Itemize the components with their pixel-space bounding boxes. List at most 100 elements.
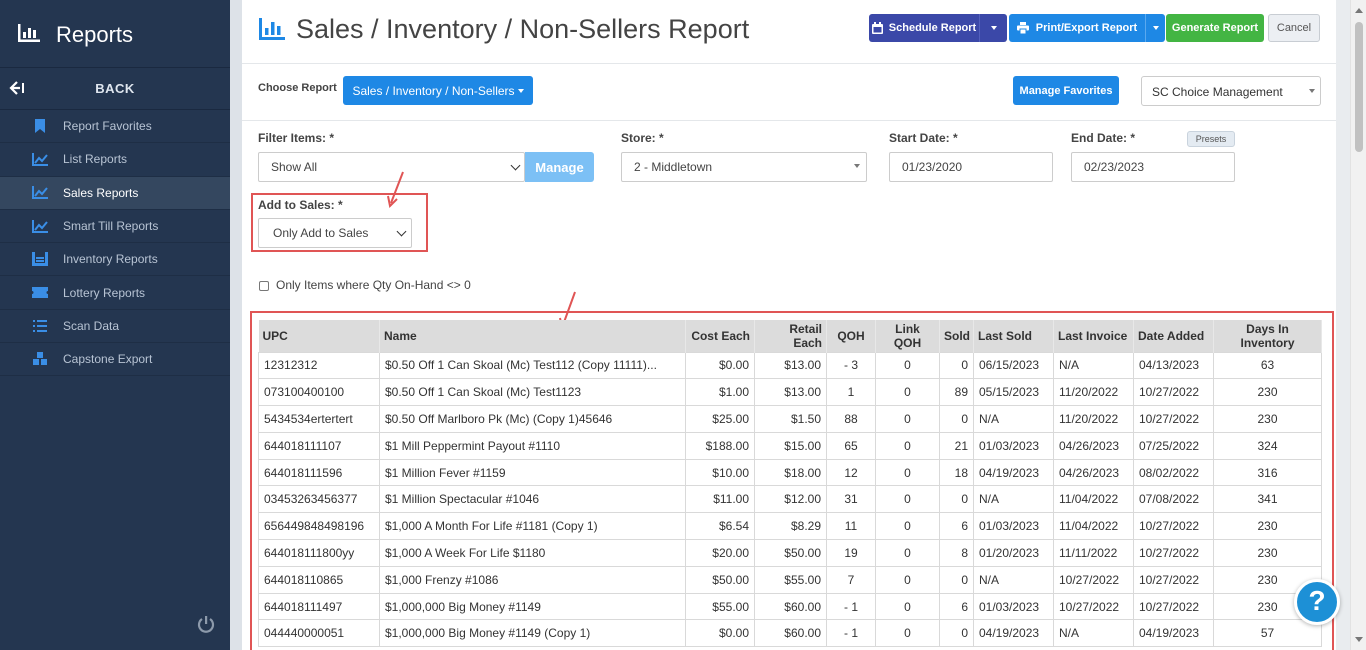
table-cell: $13.00 xyxy=(754,378,827,407)
caret-down-icon xyxy=(990,26,997,30)
table-cell: - 1 xyxy=(826,592,876,621)
table-row[interactable]: 12312312 $0.50 Off 1 Can Skoal (Mc) Test1… xyxy=(258,351,1322,380)
table-row[interactable]: 644018111107 $1 Mill Peppermint Payout #1… xyxy=(258,431,1322,460)
cubes-icon xyxy=(32,352,48,366)
annotation-highlight-box xyxy=(250,311,1334,650)
annotation-highlight-box xyxy=(251,193,428,252)
end-date-input[interactable]: 02/23/2023 xyxy=(1071,152,1235,182)
column-header[interactable]: QOH xyxy=(826,320,876,352)
table-cell: 644018110865 xyxy=(258,565,380,594)
scroll-up-icon[interactable] xyxy=(1355,8,1363,13)
column-header[interactable]: Date Added xyxy=(1133,320,1214,352)
table-cell: 1 xyxy=(826,378,876,407)
manage-button[interactable]: Manage xyxy=(525,152,594,182)
table-cell: 316 xyxy=(1213,458,1322,487)
sidebar-item-scan-data[interactable]: Scan Data xyxy=(0,310,230,344)
table-row[interactable]: 644018110865 $1,000 Frenzy #1086 $50.00 $55… xyxy=(258,565,1322,594)
column-header[interactable]: Last Invoice xyxy=(1053,320,1134,352)
column-header[interactable]: Last Sold xyxy=(973,320,1054,352)
company-select[interactable]: SC Choice Management xyxy=(1141,76,1321,106)
power-icon[interactable] xyxy=(196,614,216,634)
table-cell: 04/13/2023 xyxy=(1133,351,1214,380)
filter-items-select[interactable]: Show All xyxy=(258,152,525,182)
table-cell: 230 xyxy=(1213,405,1322,433)
column-header[interactable]: Days In Inventory xyxy=(1213,320,1322,352)
sidebar-item-lottery-reports[interactable]: Lottery Reports xyxy=(0,276,230,310)
table-cell: 04/26/2023 xyxy=(1053,431,1134,460)
table-cell: 644018111800yy xyxy=(258,539,380,567)
scrollbar-thumb[interactable] xyxy=(1355,22,1363,152)
table-cell: 04/19/2023 xyxy=(973,619,1054,648)
line-chart-icon xyxy=(32,219,48,233)
manage-favorites-button[interactable]: Manage Favorites xyxy=(1013,76,1119,105)
table-row[interactable]: 644018111800yy $1,000 A Week For Life $11… xyxy=(258,539,1322,567)
sidebar-item-report-favorites[interactable]: Report Favorites xyxy=(0,110,230,144)
add-to-sales-select[interactable]: Only Add to Sales xyxy=(258,218,412,248)
table-cell: 12312312 xyxy=(258,351,380,380)
table-cell: $1,000,000 Big Money #1149 xyxy=(379,592,686,621)
table-header-row: UPC Name Cost Each Retail Each QOH Link … xyxy=(258,320,1322,352)
help-button[interactable]: ? xyxy=(1294,579,1340,625)
sidebar-item-sales-reports[interactable]: Sales Reports xyxy=(0,176,230,210)
sidebar-title: Reports xyxy=(56,22,134,47)
only-qoh-checkbox[interactable] xyxy=(259,281,269,291)
schedule-report-dropdown[interactable] xyxy=(979,14,1007,42)
table-cell: N/A xyxy=(1053,351,1134,380)
table-cell: 0 xyxy=(939,619,974,648)
table-cell: 644018111497 xyxy=(258,592,380,621)
report-table: UPC Name Cost Each Retail Each QOH Link … xyxy=(258,320,1322,648)
column-header[interactable]: Name xyxy=(379,320,686,352)
table-row[interactable]: 03453263456377 $1 Million Spectacular #10… xyxy=(258,485,1322,514)
table-cell: 0 xyxy=(875,485,940,514)
printer-icon xyxy=(1016,22,1029,34)
table-row[interactable]: 644018111497 $1,000,000 Big Money #1149 $5… xyxy=(258,592,1322,621)
table-cell: 10/27/2022 xyxy=(1133,405,1214,433)
line-chart-icon xyxy=(32,186,48,200)
sidebar-item-list-reports[interactable]: List Reports xyxy=(0,143,230,177)
schedule-report-label: Schedule Report xyxy=(888,22,977,34)
ticket-icon xyxy=(32,286,48,300)
sidebar-item-inventory-reports[interactable]: Inventory Reports xyxy=(0,243,230,277)
table-row[interactable]: 073100400100 $0.50 Off 1 Can Skoal (Mc) T… xyxy=(258,378,1322,407)
generate-report-button[interactable]: Generate Report xyxy=(1166,14,1264,42)
caret-down-icon xyxy=(517,88,524,93)
store-select[interactable]: 2 - Middletown xyxy=(621,152,867,182)
print-export-dropdown[interactable] xyxy=(1145,14,1165,42)
sidebar-item-label: Smart Till Reports xyxy=(63,219,159,234)
back-button[interactable]: BACK xyxy=(0,68,230,110)
main-panel: Sales / Inventory / Non-Sellers Report S… xyxy=(242,0,1336,650)
cancel-button[interactable]: Cancel xyxy=(1268,14,1320,42)
sidebar-item-capstone-export[interactable]: Capstone Export xyxy=(0,343,230,377)
start-date-input[interactable]: 01/23/2020 xyxy=(889,152,1053,182)
sidebar-item-label: Scan Data xyxy=(63,318,120,333)
print-export-button[interactable]: Print/Export Report xyxy=(1009,14,1145,42)
table-cell: 073100400100 xyxy=(258,378,380,407)
table-cell: 5434534ertertert xyxy=(258,405,380,433)
store-label: Store: * xyxy=(621,131,664,145)
annotation-arrow-icon xyxy=(387,171,404,209)
column-header[interactable]: UPC xyxy=(258,320,380,352)
table-row[interactable]: 656449848498196 $1,000 A Month For Life #… xyxy=(258,512,1322,541)
sidebar-item-smart-till-reports[interactable]: Smart Till Reports xyxy=(0,210,230,244)
column-header[interactable]: Cost Each xyxy=(685,320,755,352)
choose-report-value: Sales / Inventory / Non-Sellers xyxy=(352,83,515,98)
calendar-icon xyxy=(871,22,883,34)
column-header[interactable]: Sold xyxy=(939,320,974,352)
table-cell: 0 xyxy=(875,512,940,541)
table-cell: 10/27/2022 xyxy=(1053,592,1134,621)
column-header[interactable]: Link QOH xyxy=(875,320,940,352)
table-cell: 12 xyxy=(826,458,876,487)
caret-down-icon xyxy=(854,164,860,168)
table-row[interactable]: 644018111596 $1 Million Fever #1159 $10.00… xyxy=(258,458,1322,487)
schedule-report-button[interactable]: Schedule Report xyxy=(869,14,979,42)
column-header[interactable]: Retail Each xyxy=(754,320,827,352)
table-cell: 0 xyxy=(875,458,940,487)
table-cell: 57 xyxy=(1213,619,1322,648)
table-cell: N/A xyxy=(973,565,1054,594)
table-cell: 11 xyxy=(826,512,876,541)
scroll-down-icon[interactable] xyxy=(1355,637,1363,642)
page-scrollbar[interactable] xyxy=(1350,0,1366,650)
table-row[interactable]: 044440000051 $1,000,000 Big Money #1149 (… xyxy=(258,619,1322,648)
presets-button[interactable]: Presets xyxy=(1187,131,1235,147)
choose-report-dropdown[interactable]: Sales / Inventory / Non-Sellers xyxy=(343,76,533,105)
